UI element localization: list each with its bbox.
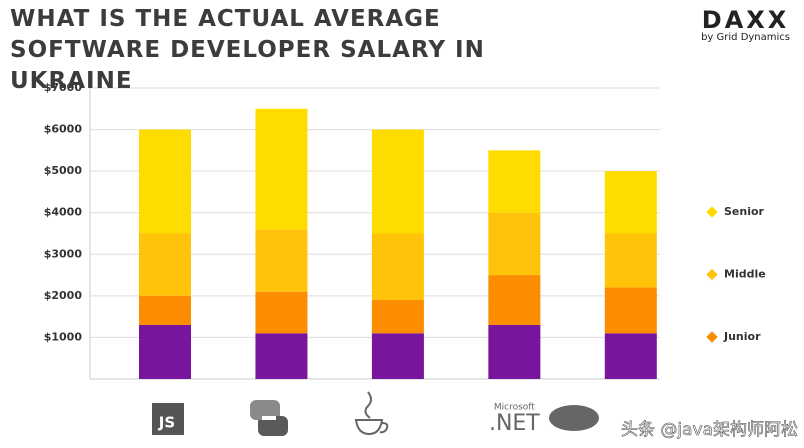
x-tick-label: php — [615, 414, 646, 433]
js-icon — [152, 403, 184, 435]
legend-label: Middle — [724, 268, 766, 281]
legend-label: Senior — [724, 205, 765, 218]
y-tick-label: $1000 — [44, 330, 83, 343]
y-tick-label: $2000 — [44, 289, 83, 302]
bar-segment — [255, 229, 308, 292]
bar-segment — [371, 233, 424, 301]
x-tick-label: .NET — [489, 411, 540, 436]
bar-segment — [255, 333, 308, 379]
bar-segment — [604, 333, 657, 379]
legend-label: Junior — [723, 330, 761, 343]
bar-segment — [604, 233, 657, 288]
bar-segment — [255, 291, 308, 334]
y-tick-label: $5000 — [44, 164, 83, 177]
python-icon — [250, 400, 288, 436]
y-tick-label: $6000 — [44, 123, 83, 136]
y-tick-label: $7000 — [44, 81, 83, 94]
watermark: 头条 @java架构师阿松 — [621, 420, 798, 440]
java-icon — [354, 391, 389, 436]
annotation: Microsoft — [494, 403, 535, 413]
bar-segment — [139, 324, 191, 379]
bar-segment — [488, 150, 541, 213]
bar-segment — [139, 129, 191, 234]
php-icon — [549, 405, 599, 431]
brand-name: DAXX — [701, 6, 790, 34]
chart-title: WHAT IS THE ACTUAL AVERAGE SOFTWARE DEVE… — [10, 6, 485, 94]
x-tick-label: JS — [158, 414, 175, 432]
bar-segment — [371, 129, 424, 234]
legend-marker — [706, 206, 718, 218]
legend-marker — [706, 331, 718, 343]
bar-segment — [139, 295, 191, 325]
bar-segment — [255, 108, 308, 230]
bar-segment — [139, 233, 191, 296]
brand-subtitle: by Grid Dynamics — [701, 32, 790, 43]
legend-marker — [706, 268, 718, 281]
bar-segment — [488, 324, 541, 379]
bar-segment — [371, 300, 424, 334]
bar-segment — [604, 287, 657, 334]
y-tick-label: $3000 — [44, 247, 83, 260]
bar-segment — [371, 333, 424, 379]
y-tick-label: $4000 — [44, 206, 83, 219]
bar-segment — [604, 171, 657, 234]
brand: DAXX by Grid Dynamics — [701, 8, 790, 43]
bar-segment — [488, 212, 541, 276]
bar-segment — [488, 275, 541, 325]
